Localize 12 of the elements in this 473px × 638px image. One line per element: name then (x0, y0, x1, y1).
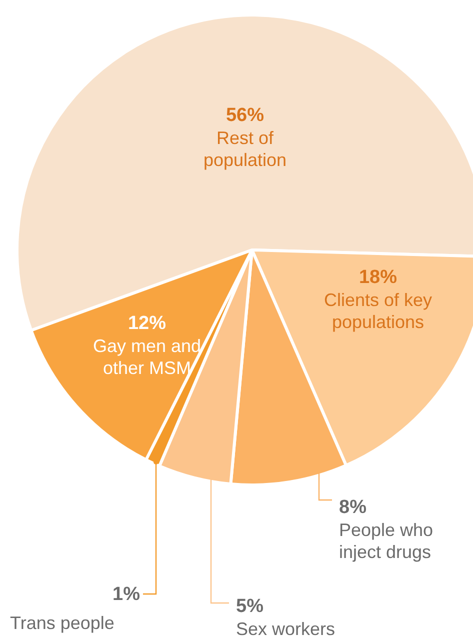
slice-label: Clients of key populations (324, 290, 432, 332)
data-label: 8% (339, 497, 368, 519)
slice-label: Rest of population (203, 128, 287, 170)
slice-label: Trans people (10, 612, 116, 634)
slice-label: People who inject drugs (339, 520, 434, 562)
data-label: 12% (126, 313, 168, 335)
data-label: 56% (224, 105, 266, 127)
data-label: 1% (112, 584, 140, 606)
data-label: 5% (236, 596, 264, 618)
slice-label: Gay men and other MSM (92, 336, 202, 378)
data-label: 18% (358, 267, 398, 289)
slice-label: Sex workers (236, 619, 336, 638)
